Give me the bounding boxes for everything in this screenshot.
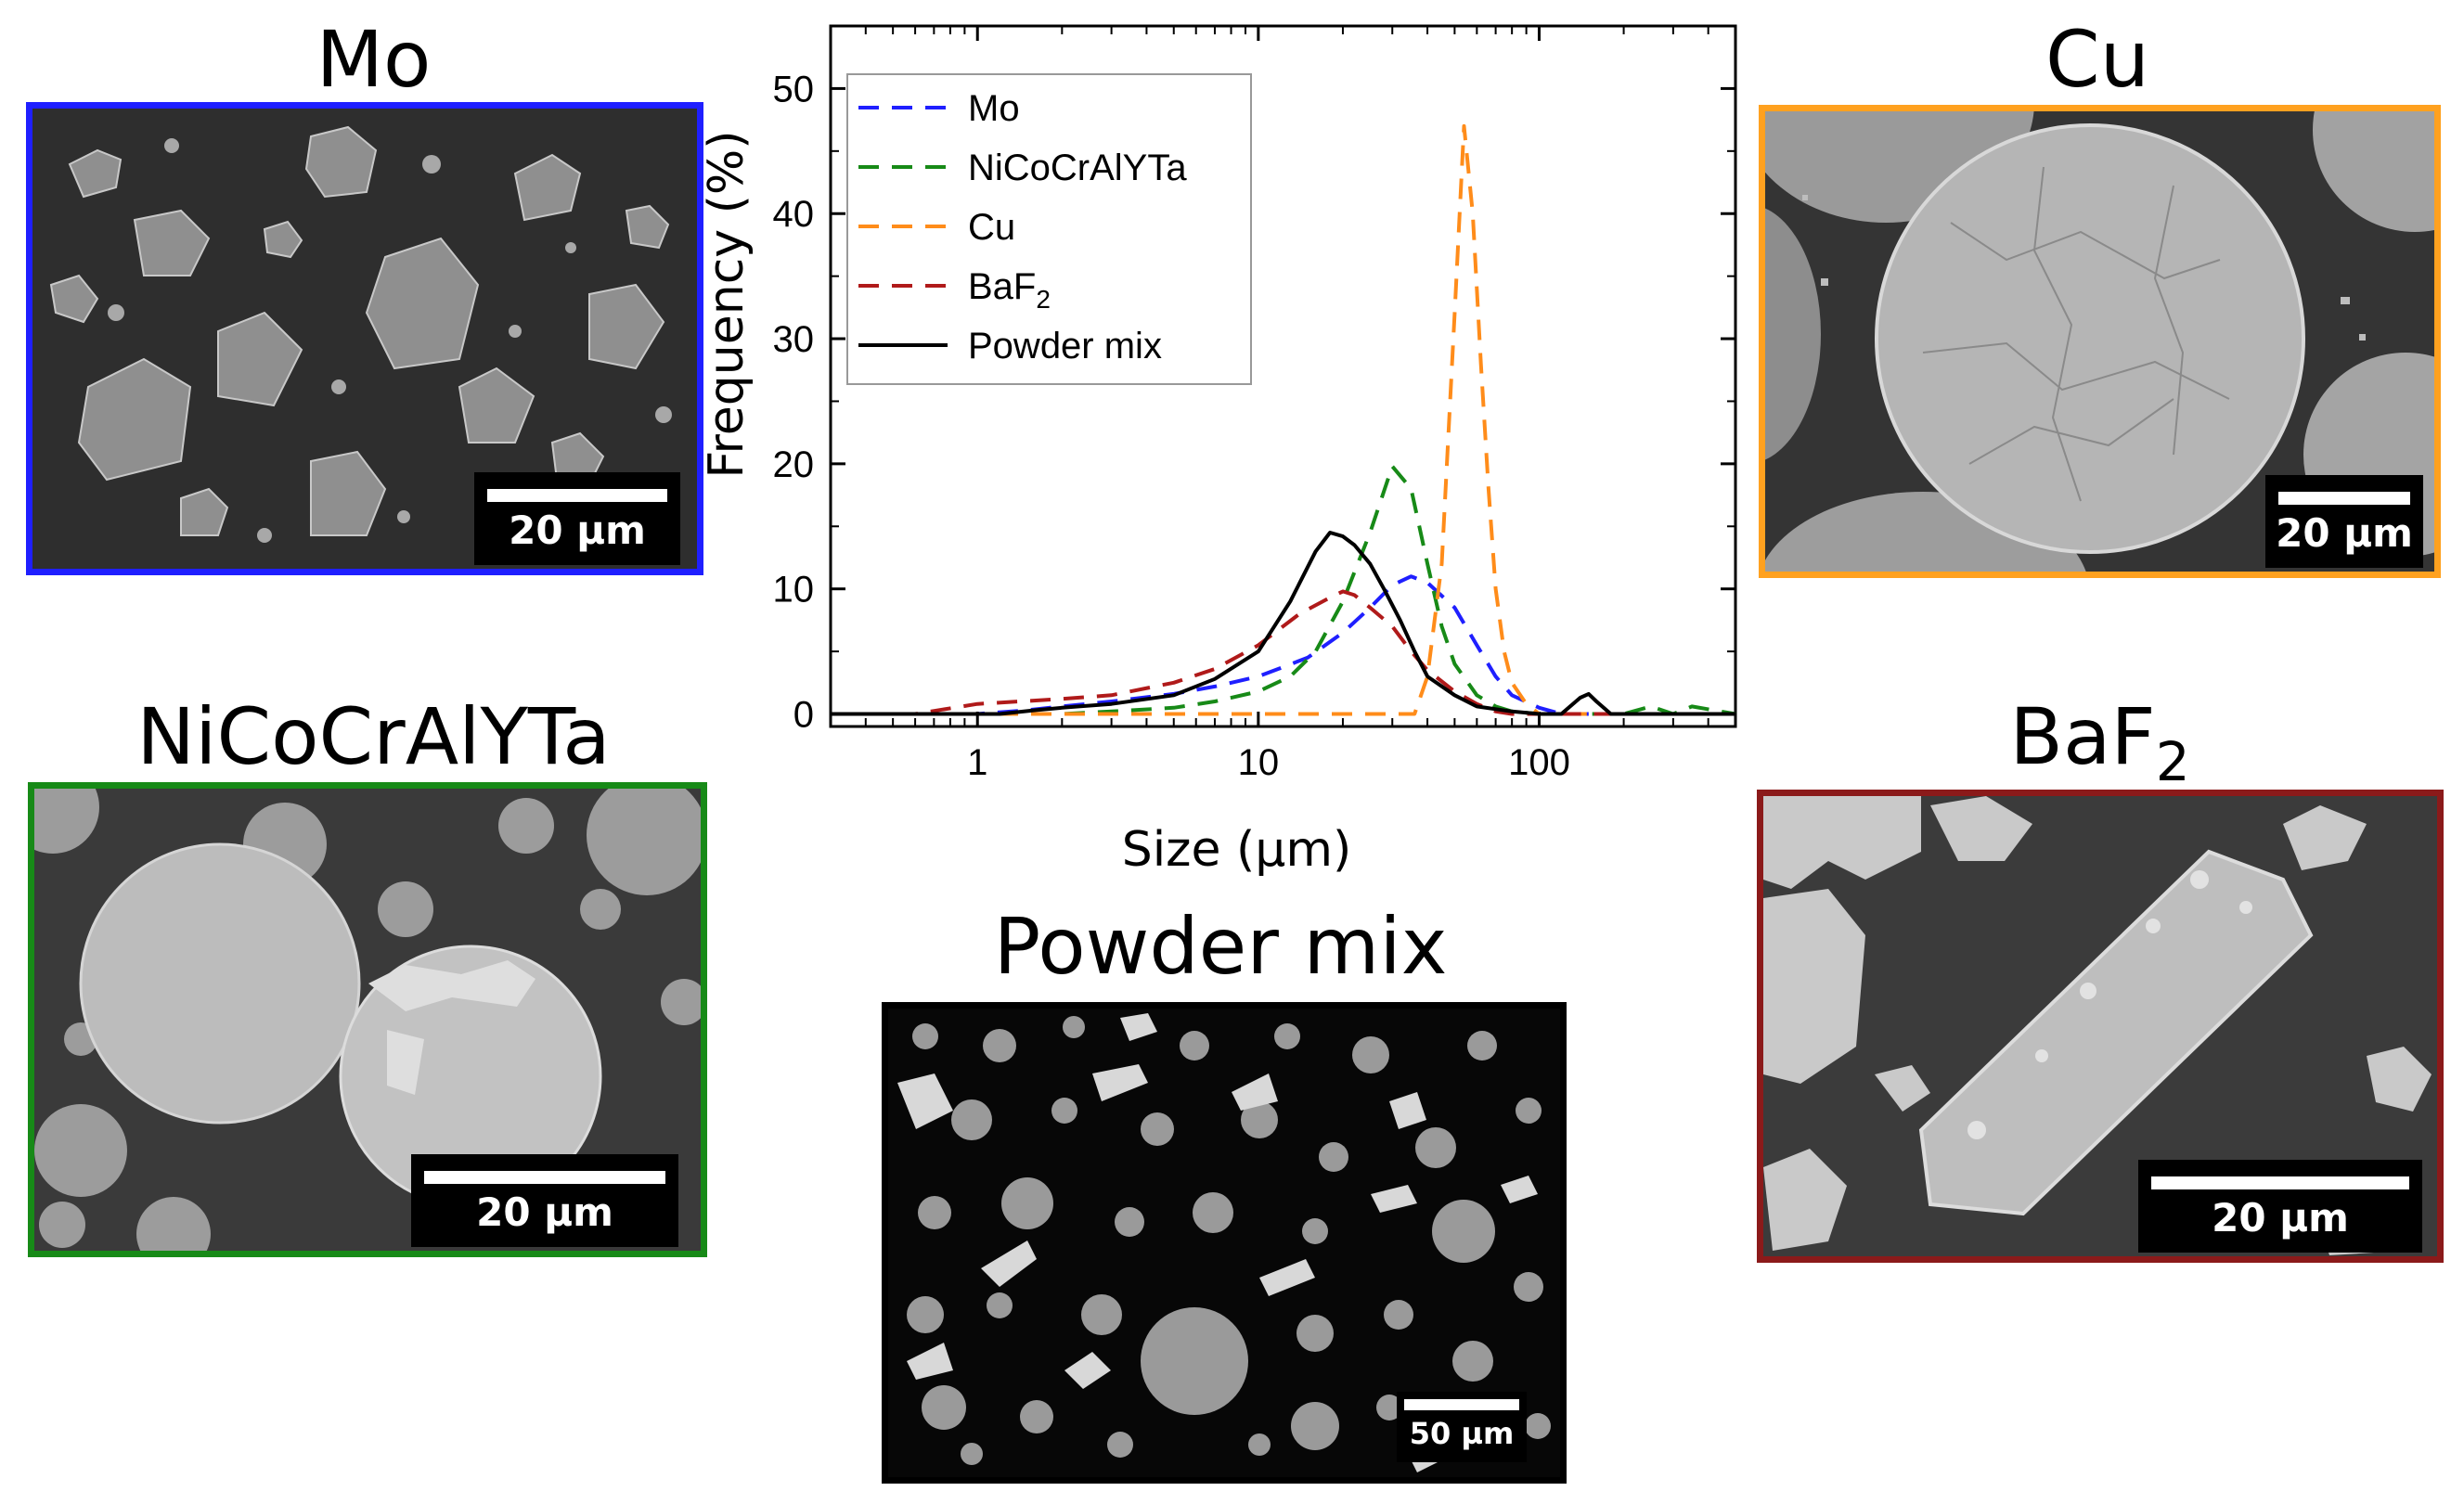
powder-mix-panel-title: Powder mix: [993, 901, 1448, 992]
mo-scale-bar: 20 µm: [474, 472, 680, 565]
cu-sem-image: 20 µm: [1759, 105, 2441, 578]
nicocralyta-sem-image: 20 µm: [28, 782, 707, 1257]
plot-frame: [829, 24, 1737, 728]
y-axis-title: Frequency (%): [699, 130, 755, 478]
legend: Mo NiCoCrAlYTa Cu BaF2 Powder mix: [846, 73, 1252, 385]
x-tick-label: 10: [1238, 742, 1280, 783]
series-line-powder-mix: [831, 531, 1735, 716]
y-tick-label: 10: [773, 570, 815, 611]
size-distribution-chart: 1 10 100 0 10 20 30 40 50 Mo NiCoCrAlYTa Cu BaF2 Pow…: [699, 24, 1737, 878]
legend-box: [846, 73, 1252, 385]
nicocralyta-scale-bar-line: [424, 1171, 665, 1184]
mo-scale-bar-label: 20 µm: [509, 508, 646, 553]
legend-label: Mo: [968, 88, 1020, 129]
nicocralyta-panel-title: NiCoCrAlYTa: [136, 691, 611, 782]
y-tick-label: 40: [773, 194, 815, 235]
series-line-baf2: [831, 589, 1735, 716]
y-tick-label: 20: [773, 444, 815, 485]
series-line-cu: [831, 123, 1735, 716]
y-tick-label: 50: [773, 69, 815, 109]
series-lines: [831, 123, 1736, 716]
baf2-micrograph-texture: [1763, 796, 2437, 1256]
x-tick-label: 100: [1508, 742, 1570, 783]
series-line-mo: [831, 574, 1735, 716]
nicocralyta-micrograph-texture: [34, 789, 701, 1251]
x-tick-label: 1: [967, 742, 987, 783]
legend-label: NiCoCrAlYTa: [968, 148, 1187, 188]
cu-micrograph-texture: [1765, 111, 2434, 572]
baf2-scale-bar-label: 20 µm: [2212, 1195, 2349, 1240]
legend-label: Powder mix: [968, 326, 1162, 366]
legend-label: Cu: [968, 207, 1015, 248]
x-axis-title: Size (µm): [1122, 822, 1352, 878]
cu-panel-title: Cu: [2045, 14, 2149, 105]
cu-scale-bar: 20 µm: [2265, 475, 2423, 568]
mo-panel-title: Mo: [316, 14, 432, 105]
mo-sem-image: 20 µm: [26, 102, 703, 575]
baf2-panel-title: BaF2: [1759, 698, 2441, 789]
baf2-title-subscript: 2: [2155, 729, 2190, 793]
mo-micrograph-texture: [32, 109, 697, 569]
legend-label: BaF2: [968, 266, 1051, 314]
powder-mix-scale-bar-line: [1404, 1399, 1519, 1410]
baf2-scale-bar-line: [2151, 1176, 2409, 1189]
powder-mix-sem-image: 50 µm: [882, 1002, 1567, 1484]
baf2-sem-image: 20 µm: [1757, 790, 2444, 1263]
baf2-scale-bar: 20 µm: [2138, 1160, 2422, 1253]
y-tick-label: 0: [793, 695, 814, 736]
series-line-nicocralyta: [831, 464, 1736, 716]
baf2-title-base: BaF: [2009, 691, 2156, 782]
cu-scale-bar-line: [2278, 492, 2410, 505]
mo-scale-bar-line: [487, 489, 667, 502]
cu-scale-bar-label: 20 µm: [2276, 510, 2413, 556]
nicocralyta-scale-bar: 20 µm: [411, 1154, 678, 1247]
y-tick-label: 30: [773, 319, 815, 360]
nicocralyta-scale-bar-label: 20 µm: [476, 1189, 613, 1235]
powder-mix-scale-bar: 50 µm: [1397, 1392, 1527, 1462]
powder-mix-scale-bar-label: 50 µm: [1409, 1416, 1515, 1451]
